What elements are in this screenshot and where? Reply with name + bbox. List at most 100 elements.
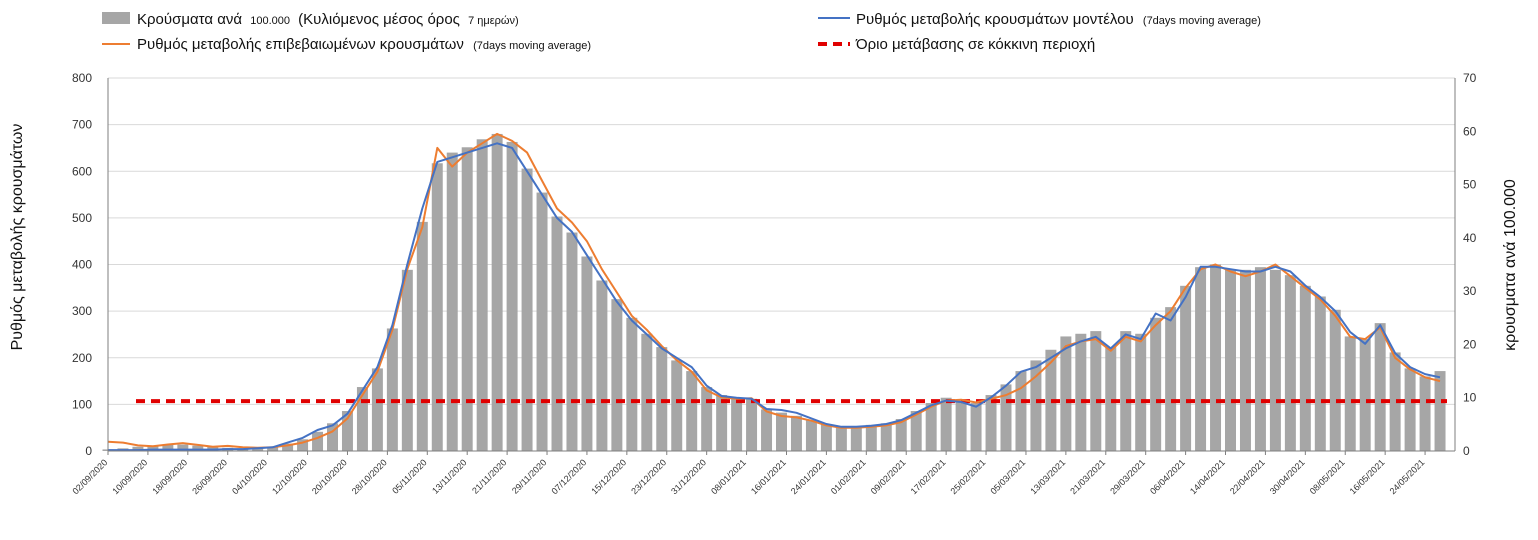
- x-tick-label: 12/10/2020: [270, 457, 309, 496]
- y-left-ticks: 0 100 200 300 400 500 600 700 800: [72, 71, 92, 458]
- bar: [1419, 376, 1431, 451]
- bar: [1284, 275, 1296, 451]
- bar: [880, 423, 892, 451]
- y-left-tick-label: 100: [72, 397, 92, 411]
- x-tick-label: 31/12/2020: [669, 457, 708, 496]
- x-tick-label: 28/10/2020: [350, 457, 389, 496]
- x-tick-label: 16/01/2021: [749, 457, 788, 496]
- bar: [491, 133, 503, 451]
- bar: [192, 445, 204, 451]
- bar: [1314, 296, 1326, 451]
- x-tick-label: 23/12/2020: [629, 457, 668, 496]
- x-tick-label: 09/02/2021: [869, 457, 908, 496]
- bar: [746, 398, 758, 451]
- x-tick-label: 08/05/2021: [1308, 457, 1347, 496]
- bar: [1374, 323, 1386, 451]
- x-tick-label: 18/09/2020: [150, 457, 189, 496]
- bar: [461, 147, 473, 451]
- bar: [1225, 269, 1236, 451]
- bar: [805, 420, 817, 451]
- bar: [985, 395, 997, 451]
- bar: [327, 423, 338, 451]
- legend-confirmed-label: Ρυθμός μεταβολής επιβεβαιωμένων κρουσμάτ…: [137, 36, 464, 53]
- bar: [820, 424, 832, 451]
- x-tick-label: 15/12/2020: [589, 457, 628, 496]
- bar: [761, 409, 773, 451]
- y-right-tick-label: 60: [1463, 124, 1477, 138]
- bar: [177, 444, 189, 451]
- bar: [1389, 352, 1401, 451]
- bar: [1434, 371, 1446, 451]
- bar: [716, 395, 728, 451]
- x-tick-label: 25/02/2021: [949, 457, 988, 496]
- y-left-tick-label: 800: [72, 71, 92, 85]
- bar: [476, 139, 488, 451]
- bar: [1239, 269, 1251, 451]
- x-tick-labels: 02/09/2020 10/09/2020 18/09/2020 26/09/2020…: [70, 451, 1426, 496]
- bar: [776, 412, 787, 451]
- bar: [686, 371, 698, 451]
- bar: [895, 419, 907, 451]
- y-right-ticks: 0 10 20 30 40 50 60 70: [1463, 71, 1477, 458]
- bar: [341, 411, 353, 451]
- x-tick-label: 13/11/2020: [430, 457, 468, 495]
- y-right-title: κρουσματα ανά 100.000: [1502, 179, 1519, 351]
- axes: [107, 78, 1456, 452]
- x-tick-label: 24/01/2021: [789, 457, 828, 496]
- bar: [641, 333, 653, 451]
- bar: [1359, 339, 1371, 451]
- bar: [1135, 333, 1147, 451]
- x-tick-label: 20/10/2020: [310, 457, 349, 496]
- bar: [671, 360, 683, 451]
- legend-model-text: Ρυθμός μεταβολής κρουσμάτων μοντέλου (7d…: [856, 11, 1261, 28]
- y-right-tick-label: 30: [1463, 284, 1477, 298]
- x-tick-label: 13/03/2021: [1028, 457, 1067, 496]
- bar: [910, 411, 922, 451]
- bar: [1075, 333, 1087, 451]
- y-right-tick-label: 40: [1463, 231, 1477, 245]
- legend-model-label: Ρυθμός μεταβολής κρουσμάτων μοντέλου: [856, 11, 1134, 28]
- x-tick-label: 26/09/2020: [190, 457, 229, 496]
- y-right-tick-label: 70: [1463, 71, 1477, 85]
- y-left-tick-label: 0: [85, 444, 92, 458]
- bar: [356, 387, 368, 451]
- bar: [731, 397, 743, 451]
- y-right-tick-label: 20: [1463, 337, 1477, 351]
- legend-bars-text: Κρούσματα ανά 100.000 (Κυλιόμενος μέσος …: [137, 11, 519, 28]
- legend-confirmed-text: Ρυθμός μεταβολής επιβεβαιωμένων κρουσμάτ…: [137, 36, 591, 53]
- bar: [1105, 347, 1117, 451]
- bar: [416, 221, 428, 451]
- x-tick-label: 05/03/2021: [988, 457, 1027, 496]
- y-left-tick-label: 700: [72, 118, 92, 132]
- legend: Κρούσματα ανά 100.000 (Κυλιόμενος μέσος …: [102, 11, 1261, 53]
- bar: [1180, 285, 1192, 451]
- bar: [611, 299, 623, 451]
- bar: [132, 446, 144, 451]
- bar: [252, 447, 264, 451]
- bar: [1329, 309, 1341, 451]
- bar: [701, 387, 713, 451]
- bar: [371, 368, 383, 451]
- bar: [1090, 331, 1102, 451]
- bar: [446, 152, 458, 451]
- x-tick-label: 17/02/2021: [909, 457, 948, 496]
- bar: [401, 269, 413, 451]
- legend-bars-swatch: [102, 12, 130, 24]
- bar: [1060, 336, 1072, 451]
- bar: [506, 141, 518, 451]
- bar: [1030, 360, 1042, 451]
- bar: [581, 256, 593, 451]
- legend-confirmed-label-small: (7days moving average): [473, 40, 591, 52]
- x-tick-label: 21/11/2020: [470, 457, 508, 495]
- bar: [1045, 349, 1057, 451]
- bar: [1120, 331, 1132, 451]
- x-tick-label: 07/12/2020: [549, 457, 588, 496]
- y-left-tick-label: 500: [72, 211, 92, 225]
- bar: [596, 280, 608, 451]
- bar: [925, 403, 937, 451]
- bar: [790, 415, 802, 451]
- x-tick-label: 30/04/2021: [1268, 457, 1307, 496]
- bar: [865, 424, 877, 451]
- bar: [1150, 317, 1162, 451]
- bar: [536, 192, 548, 452]
